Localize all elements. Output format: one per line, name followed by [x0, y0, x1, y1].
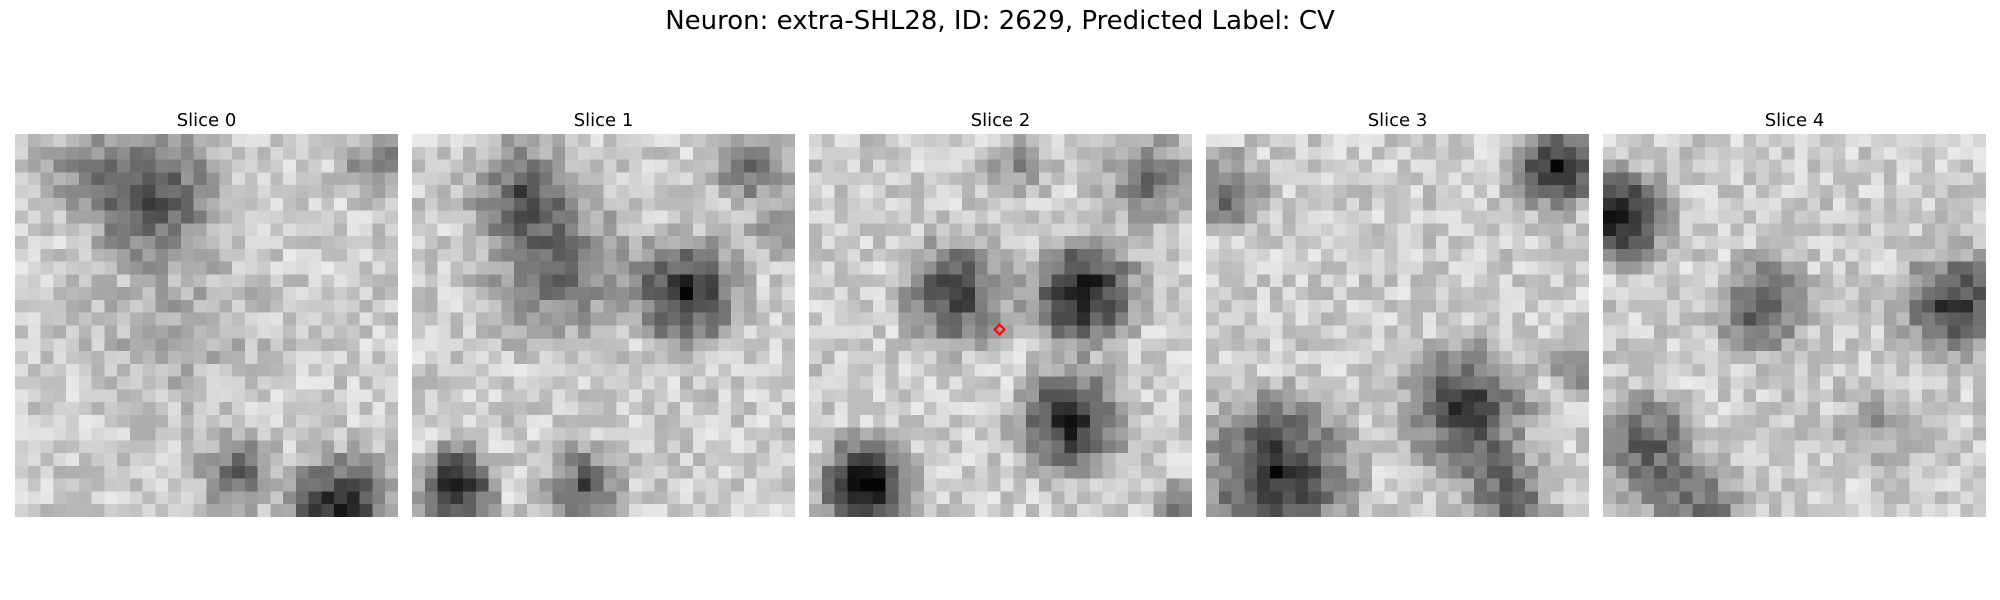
slice-panel-1: Slice 1	[412, 108, 795, 517]
slice-panel-2: Slice 2	[809, 108, 1192, 517]
slice-title-0: Slice 0	[176, 110, 237, 131]
slice-title-2: Slice 2	[970, 110, 1031, 131]
slice-image-2	[809, 134, 1192, 517]
slice-title-4: Slice 4	[1764, 110, 1825, 131]
slice-panel-0: Slice 0	[15, 108, 398, 517]
slice-image-0	[15, 134, 398, 517]
slice-title-3: Slice 3	[1367, 110, 1428, 131]
figure-title: Neuron: extra-SHL28, ID: 2629, Predicted…	[665, 6, 1335, 36]
slice-panel-4: Slice 4	[1603, 108, 1986, 517]
slice-title-1: Slice 1	[573, 110, 634, 131]
slice-image-3	[1206, 134, 1589, 517]
slice-image-1	[412, 134, 795, 517]
slice-panel-3: Slice 3	[1206, 108, 1589, 517]
slice-image-4	[1603, 134, 1986, 517]
